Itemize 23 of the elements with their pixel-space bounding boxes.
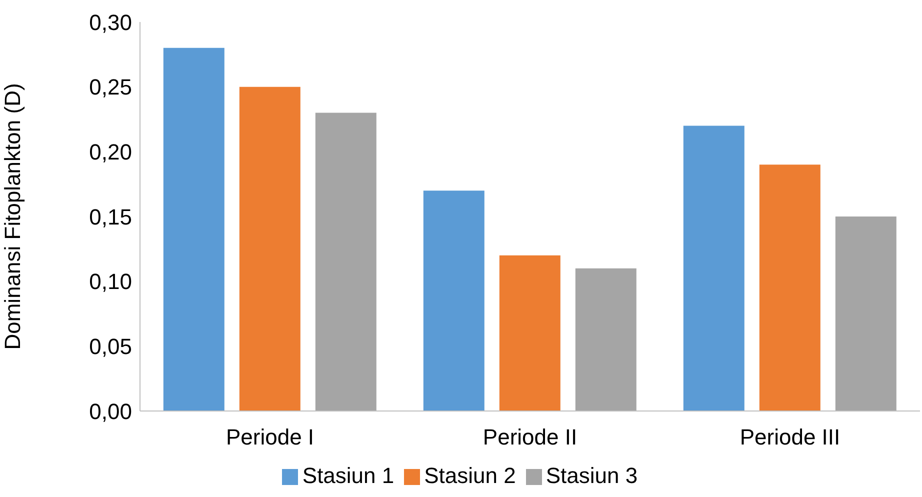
y-tick-label: 0,15 (89, 204, 132, 230)
x-tick-label: Periode I (226, 424, 314, 450)
legend-label: Stasiun 1 (302, 463, 394, 488)
legend-label: Stasiun 2 (424, 463, 516, 488)
y-tick-label: 0,30 (89, 10, 132, 35)
bar (163, 48, 224, 411)
y-tick-label: 0,10 (89, 269, 132, 294)
x-tick-label: Periode II (482, 424, 578, 450)
y-tick-label: 0,00 (89, 398, 132, 424)
bar (315, 112, 376, 411)
legend-label: Stasiun 3 (546, 463, 638, 488)
y-axis-title: Dominansi Fitoplankton (D) (0, 83, 25, 350)
bar (499, 255, 560, 411)
bar (759, 164, 820, 411)
bar (423, 190, 484, 411)
y-tick-label: 0,05 (89, 334, 132, 359)
y-tick-label: 0,25 (89, 74, 132, 100)
bar (683, 126, 744, 411)
bar (239, 86, 300, 411)
bar (575, 268, 636, 411)
x-tick-label: Periode III (740, 424, 840, 450)
y-tick-label: 0,20 (89, 139, 132, 164)
bar (835, 216, 896, 411)
